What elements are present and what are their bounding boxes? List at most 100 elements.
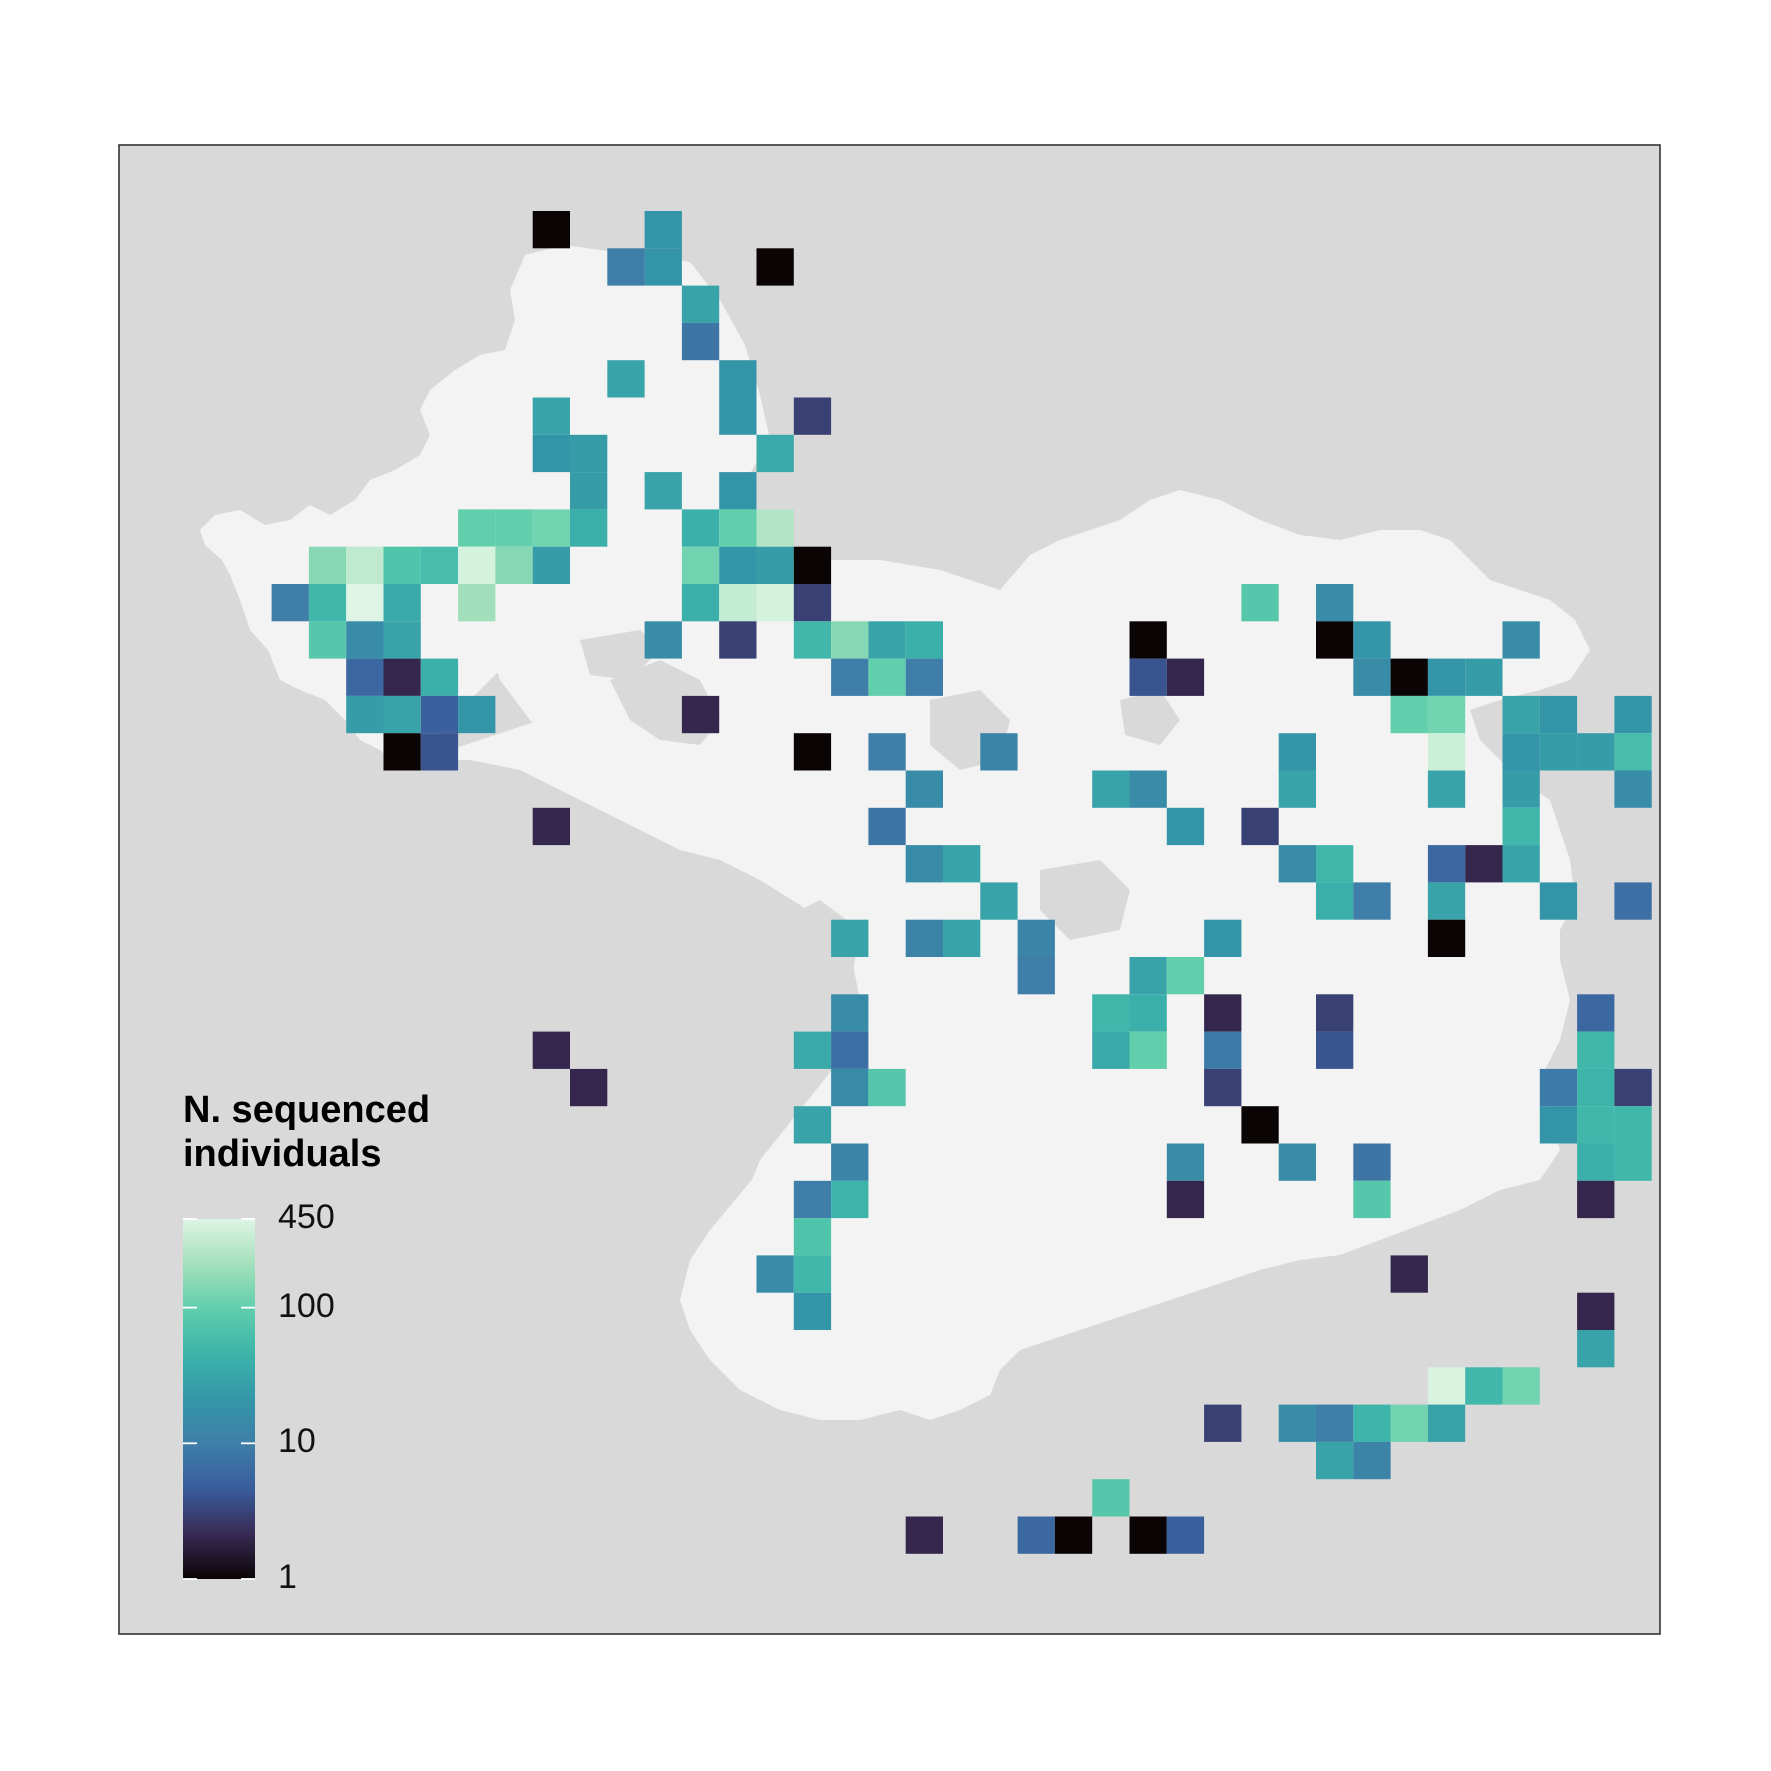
grid-cell [868, 621, 906, 659]
grid-cell [831, 1068, 869, 1107]
grid-cell [1427, 882, 1466, 920]
grid-cell [831, 621, 869, 659]
grid-cell [719, 360, 757, 398]
grid-cell [681, 695, 720, 734]
grid-cell [420, 733, 459, 771]
grid-cell [495, 546, 533, 584]
grid-cell [458, 546, 496, 584]
grid-cell [607, 360, 645, 398]
grid-cell [1427, 919, 1466, 957]
grid-cell [458, 584, 496, 622]
grid-cell [1166, 1516, 1205, 1554]
grid-cell [570, 434, 608, 473]
grid-cell [1278, 770, 1316, 808]
grid-cell [1577, 1106, 1615, 1144]
grid-cell [532, 434, 570, 473]
grid-cell [1539, 1068, 1578, 1107]
map-panel-frame [118, 144, 1661, 1635]
grid-cell [1166, 807, 1205, 846]
grid-cell [719, 509, 757, 547]
grid-cell [1092, 1031, 1130, 1069]
grid-cell [420, 695, 459, 734]
grid-cell [793, 733, 832, 771]
grid-cell [1353, 1441, 1391, 1480]
grid-cell [570, 472, 608, 510]
grid-cell [1316, 845, 1354, 883]
grid-cell [607, 248, 645, 286]
grid-cell [793, 1180, 832, 1219]
grid-cell [532, 546, 570, 584]
grid-cell [1278, 733, 1316, 771]
grid-cell [943, 845, 981, 883]
grid-cell [1502, 770, 1540, 808]
grid-cell [1577, 733, 1615, 771]
legend-title: N. sequenced individuals [183, 1088, 430, 1176]
grid-cell [1129, 770, 1167, 808]
grid-cell [1241, 807, 1279, 846]
grid-cell [831, 658, 869, 696]
grid-cell [1539, 882, 1578, 920]
grid-cell [1166, 658, 1205, 696]
colorbar [183, 1219, 255, 1579]
grid-cell [719, 584, 757, 622]
legend-title-line1: N. sequenced [183, 1089, 431, 1131]
grid-cell [1577, 994, 1615, 1032]
grid-cell [644, 211, 682, 249]
grid-cell [756, 509, 794, 547]
grid-cell [905, 658, 943, 696]
grid-cell [644, 621, 682, 659]
grid-cell [1502, 733, 1540, 771]
grid-cell [681, 322, 720, 361]
grid-cell [793, 1218, 832, 1256]
grid-cell [1278, 1404, 1316, 1442]
grid-cell [532, 211, 570, 249]
grid-cell [1241, 584, 1279, 622]
grid-cell [681, 509, 720, 547]
grid-cell [1054, 1516, 1093, 1554]
grid-cell [570, 1068, 608, 1107]
inlet-strait [1120, 690, 1180, 745]
grid-cell [719, 621, 757, 659]
grid-cell [1390, 1255, 1428, 1293]
grid-cell [831, 1031, 869, 1069]
grid-cell [1129, 621, 1167, 659]
grid-cell [681, 285, 720, 323]
grid-cell [1353, 621, 1391, 659]
grid-cell [1316, 882, 1354, 920]
grid-cell [383, 584, 421, 622]
grid-cell [1129, 994, 1167, 1032]
colorbar-legend [183, 1218, 255, 1580]
grid-cell [980, 733, 1018, 771]
grid-cell [346, 546, 384, 584]
grid-cell [793, 546, 832, 584]
grid-cell [1427, 1367, 1466, 1405]
grid-cell [346, 621, 384, 659]
grid-cell [1427, 770, 1466, 808]
legend-tick-label-450: 450 [278, 1198, 335, 1236]
grid-cell [1577, 1292, 1615, 1330]
grid-cell [1129, 957, 1167, 995]
grid-cell [383, 658, 421, 696]
grid-cell [458, 509, 496, 547]
grid-cell [1017, 957, 1055, 995]
grid-cell [719, 472, 757, 510]
grid-cell [458, 695, 496, 734]
grid-cell [1092, 770, 1130, 808]
inlet-bay-right [1040, 860, 1130, 940]
grid-cell [346, 695, 384, 734]
grid-cell [831, 1180, 869, 1219]
grid-cell [1577, 1143, 1615, 1181]
grid-cell [1092, 994, 1130, 1032]
grid-cell [1166, 957, 1205, 995]
grid-cell [532, 1031, 570, 1069]
grid-cell [1316, 1441, 1354, 1480]
grid-cell [1204, 994, 1242, 1032]
grid-cell [1502, 1367, 1540, 1405]
grid-cell [756, 584, 794, 622]
grid-cell [383, 621, 421, 659]
grid-cell [1316, 994, 1354, 1032]
grid-cell [308, 621, 347, 659]
grid-cell [1129, 1031, 1167, 1069]
grid-cell [1465, 658, 1503, 696]
